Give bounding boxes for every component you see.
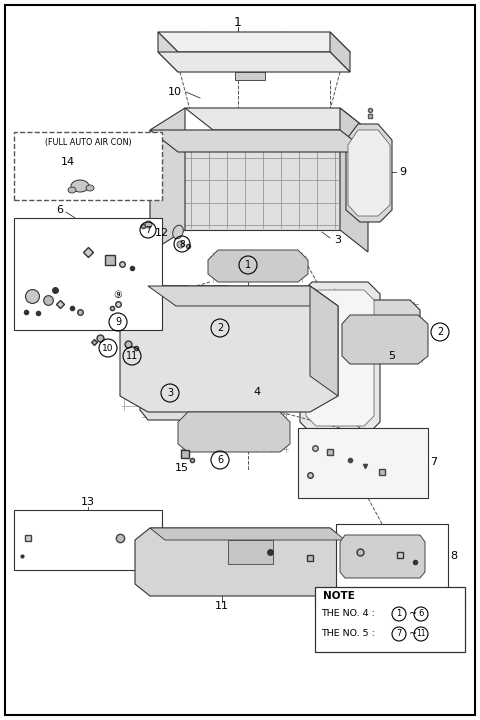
Text: THE NO. 4 :: THE NO. 4 : <box>321 610 378 618</box>
Polygon shape <box>194 286 235 420</box>
Text: 11: 11 <box>215 601 229 611</box>
Polygon shape <box>158 32 178 72</box>
Text: 3: 3 <box>167 388 173 398</box>
Polygon shape <box>330 32 350 72</box>
Text: 15: 15 <box>175 463 189 473</box>
Polygon shape <box>150 130 340 230</box>
Text: 1: 1 <box>234 16 242 29</box>
Text: 11: 11 <box>416 629 426 639</box>
Text: 2: 2 <box>437 327 443 337</box>
Bar <box>14 132 162 200</box>
Polygon shape <box>330 300 420 352</box>
Ellipse shape <box>71 180 89 192</box>
Text: ⑨: ⑨ <box>114 290 122 300</box>
Ellipse shape <box>173 225 183 239</box>
Polygon shape <box>340 108 368 252</box>
Text: (FULL AUTO AIR CON): (FULL AUTO AIR CON) <box>45 138 132 146</box>
Text: NOTE: NOTE <box>323 591 355 601</box>
Polygon shape <box>158 52 350 72</box>
Polygon shape <box>348 130 390 216</box>
Polygon shape <box>148 286 338 306</box>
Polygon shape <box>140 286 196 420</box>
Text: 1: 1 <box>396 610 402 618</box>
Ellipse shape <box>68 187 76 193</box>
Text: ~: ~ <box>409 629 417 639</box>
Polygon shape <box>208 250 308 282</box>
Text: THE NO. 5 :: THE NO. 5 : <box>321 629 378 639</box>
Bar <box>336 524 448 590</box>
Text: 1: 1 <box>245 260 251 270</box>
Polygon shape <box>135 528 345 596</box>
Text: 7: 7 <box>431 457 438 467</box>
Polygon shape <box>185 108 368 130</box>
Ellipse shape <box>86 185 94 191</box>
Text: 4: 4 <box>253 387 261 397</box>
Bar <box>14 510 162 570</box>
Text: 9: 9 <box>115 317 121 327</box>
Text: 2: 2 <box>217 323 223 333</box>
Polygon shape <box>340 535 425 578</box>
Text: 14: 14 <box>61 157 75 167</box>
Text: 12: 12 <box>155 228 169 238</box>
Text: 3: 3 <box>335 235 341 245</box>
Text: 7: 7 <box>145 225 151 235</box>
Text: 6: 6 <box>217 455 223 465</box>
Bar <box>315 587 465 652</box>
Bar <box>298 428 428 498</box>
Polygon shape <box>310 286 338 396</box>
Text: 9: 9 <box>399 167 407 177</box>
Text: 10: 10 <box>168 87 182 97</box>
Polygon shape <box>235 72 265 80</box>
Polygon shape <box>150 108 185 252</box>
Text: 5: 5 <box>388 351 396 361</box>
Text: 10: 10 <box>102 343 114 353</box>
Text: 8: 8 <box>179 240 185 248</box>
Polygon shape <box>342 315 428 364</box>
Bar <box>14 218 162 330</box>
Bar <box>228 540 273 564</box>
Text: ~: ~ <box>409 609 417 619</box>
Text: 6: 6 <box>418 610 424 618</box>
Polygon shape <box>120 286 338 412</box>
Polygon shape <box>178 412 290 452</box>
Polygon shape <box>158 32 350 52</box>
Polygon shape <box>150 130 368 152</box>
Text: 13: 13 <box>81 497 95 507</box>
Polygon shape <box>346 124 392 222</box>
Text: 6: 6 <box>57 205 63 215</box>
Polygon shape <box>150 528 345 540</box>
Text: 8: 8 <box>450 551 457 561</box>
Text: 11: 11 <box>126 351 138 361</box>
Polygon shape <box>300 282 380 434</box>
Polygon shape <box>306 290 374 426</box>
Text: 7: 7 <box>396 629 402 639</box>
